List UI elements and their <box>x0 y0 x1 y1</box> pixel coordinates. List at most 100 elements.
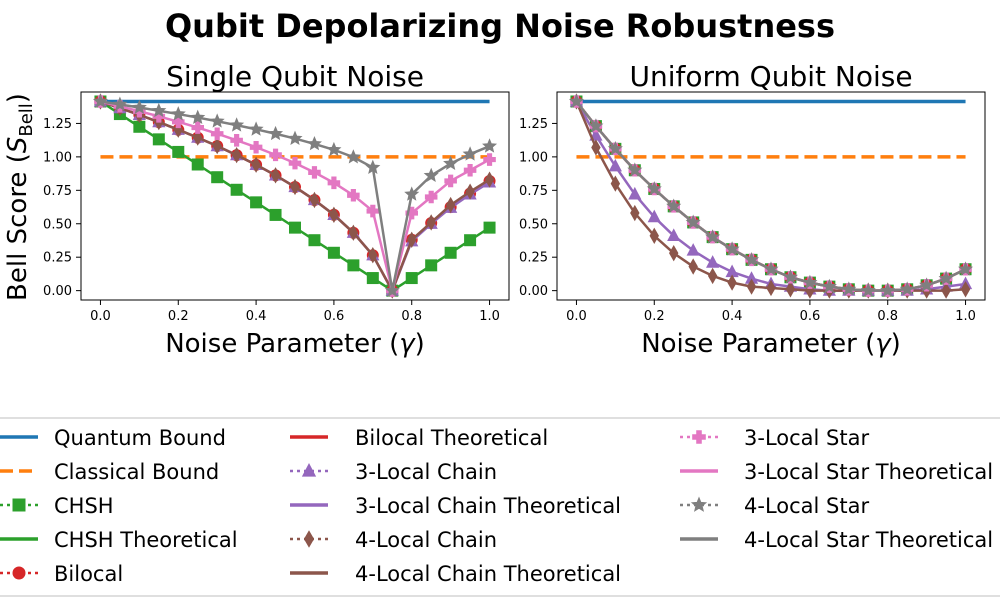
data-point <box>306 135 322 151</box>
data-point <box>366 204 380 218</box>
data-point <box>666 198 682 213</box>
data-point <box>365 159 381 174</box>
legend-label: Classical Bound <box>54 460 219 484</box>
data-point <box>463 163 477 177</box>
legend-entry-3-local-star: 3-Local Star <box>680 426 869 450</box>
legend-label: Bilocal Theoretical <box>355 426 548 450</box>
data-point <box>327 176 341 190</box>
series-chsh <box>94 95 496 297</box>
x-axis-label-end: ) <box>415 329 425 359</box>
data-point <box>464 234 477 247</box>
data-point <box>250 196 263 209</box>
data-point <box>131 99 147 114</box>
data-point <box>588 118 604 133</box>
data-point <box>209 113 225 128</box>
legend-entry-3-local-chain-theoretical: 3-Local Chain Theoretical <box>290 494 621 518</box>
legend-label: 3-Local Star Theoretical <box>744 460 993 484</box>
legend-label: 3-Local Chain <box>355 460 497 484</box>
data-point <box>191 121 205 134</box>
data-point <box>841 281 857 296</box>
data-point <box>193 129 203 146</box>
data-point <box>960 281 971 298</box>
legend-marker <box>12 566 26 580</box>
data-point <box>483 221 496 234</box>
data-point <box>172 145 185 158</box>
data-point <box>649 227 659 244</box>
data-point <box>231 146 242 164</box>
data-point <box>405 272 418 285</box>
data-point <box>705 229 721 244</box>
y-tick-label: 0.25 <box>43 251 72 266</box>
data-point <box>445 196 456 214</box>
data-point <box>426 214 436 231</box>
x-tick-label: 1.0 <box>479 309 500 324</box>
y-tick-label: 1.25 <box>519 117 548 132</box>
data-point <box>444 246 457 259</box>
legend-entry-4-local-chain-theoretical: 4-Local Chain Theoretical <box>290 562 621 586</box>
legend-label: Bilocal <box>54 562 123 586</box>
axes-frame <box>80 91 510 301</box>
data-point <box>785 281 796 298</box>
y-axis-label-subscript: Bell <box>16 103 37 136</box>
data-point <box>899 281 915 296</box>
data-point <box>269 148 282 162</box>
data-point <box>630 204 640 222</box>
data-point <box>288 156 302 170</box>
panel-title: Single Qubit Noise <box>166 60 424 93</box>
x-tick-label: 0.0 <box>90 309 111 324</box>
data-point <box>424 190 438 204</box>
data-point <box>647 209 661 223</box>
legend-label: 3-Local Star <box>744 426 869 450</box>
data-point <box>685 214 701 229</box>
y-axis-label: Bell Score (SBell) <box>3 93 37 301</box>
data-point <box>627 162 643 177</box>
data-point <box>210 127 224 141</box>
data-point <box>782 269 798 284</box>
data-point <box>706 255 720 268</box>
data-point <box>151 102 167 118</box>
x-tick-label: 0.2 <box>644 309 665 324</box>
data-point <box>805 282 815 299</box>
data-point <box>744 251 760 267</box>
data-point <box>610 175 621 192</box>
data-point <box>230 183 243 196</box>
data-point <box>229 117 245 132</box>
data-point <box>173 121 183 138</box>
legend-label: 4-Local Star Theoretical <box>744 528 993 552</box>
data-point <box>860 282 876 298</box>
data-point <box>766 279 776 297</box>
y-tick-label: 0.00 <box>519 284 548 299</box>
data-point <box>329 206 339 223</box>
x-axis-label-main: Noise Parameter ( <box>165 329 399 359</box>
data-point <box>880 282 896 298</box>
y-tick-label: 0.00 <box>43 284 72 299</box>
x-tick-label: 0.6 <box>324 309 345 324</box>
data-point <box>248 121 264 136</box>
data-point <box>484 171 495 188</box>
legend-entry-chsh-theoretical: CHSH Theoretical <box>0 528 238 552</box>
legend-marker <box>692 430 706 444</box>
data-point <box>938 270 954 285</box>
legend-entry-4-local-star: 4-Local Star <box>680 494 869 518</box>
figure-title: Qubit Depolarizing Noise Robustness <box>165 7 835 45</box>
series-4-local-star <box>92 93 498 298</box>
data-point <box>326 141 342 157</box>
data-point <box>608 158 622 172</box>
data-point <box>268 125 284 141</box>
data-point <box>746 278 757 295</box>
legend-entry-bilocal: Bilocal <box>0 562 123 586</box>
y-axis-label-end: ) <box>3 93 33 103</box>
data-point <box>347 259 360 272</box>
data-point <box>483 153 496 166</box>
data-point <box>607 140 623 156</box>
data-point <box>366 272 379 285</box>
data-point <box>667 228 681 241</box>
data-point <box>405 206 419 220</box>
y-tick-label: 1.00 <box>519 150 548 165</box>
data-point <box>347 188 360 202</box>
legend-entry-4-local-star-theoretical: 4-Local Star Theoretical <box>680 528 993 552</box>
data-point <box>465 183 475 200</box>
y-tick-label: 0.25 <box>519 251 548 266</box>
legend-marker <box>303 530 315 548</box>
